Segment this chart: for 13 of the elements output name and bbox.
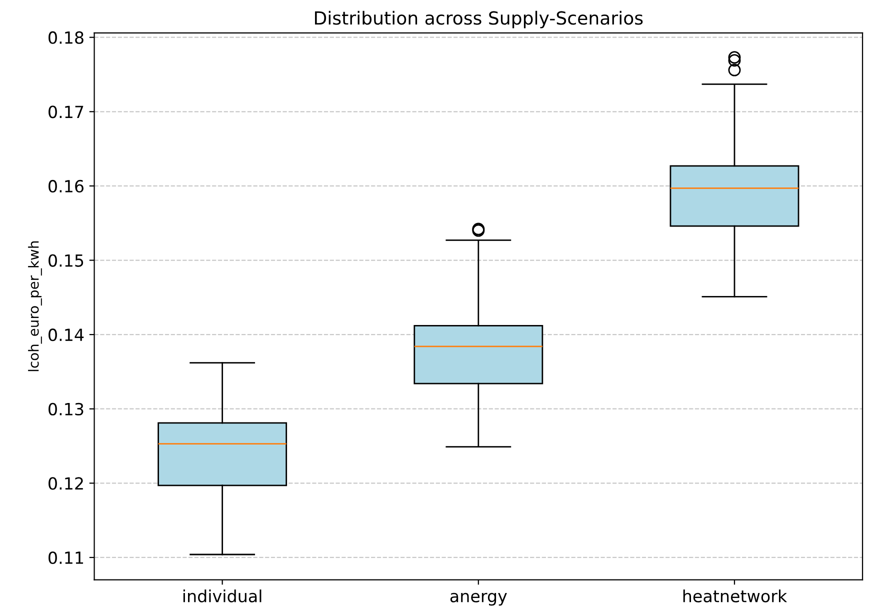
y-tick-label: 0.14 [48, 328, 84, 342]
chart-title: Distribution across Supply-Scenarios [315, 10, 643, 28]
y-tick-label: 0.17 [48, 106, 84, 118]
y-tick-label: 0.15 [48, 254, 84, 267]
y-tick-label: 0.13 [48, 402, 84, 416]
y-axis-title: lcoh_euro_per_kwh [28, 241, 42, 372]
x-tick-label: individual [183, 589, 262, 602]
x-tick-label: heatnetwork [683, 589, 788, 602]
y-tick-label: 0.16 [48, 180, 84, 193]
y-tick-label: 0.18 [48, 31, 84, 44]
x-tick-label: anergy [450, 592, 507, 606]
y-tick-label: 0.11 [48, 551, 84, 564]
y-tick-label: 0.12 [48, 477, 83, 490]
